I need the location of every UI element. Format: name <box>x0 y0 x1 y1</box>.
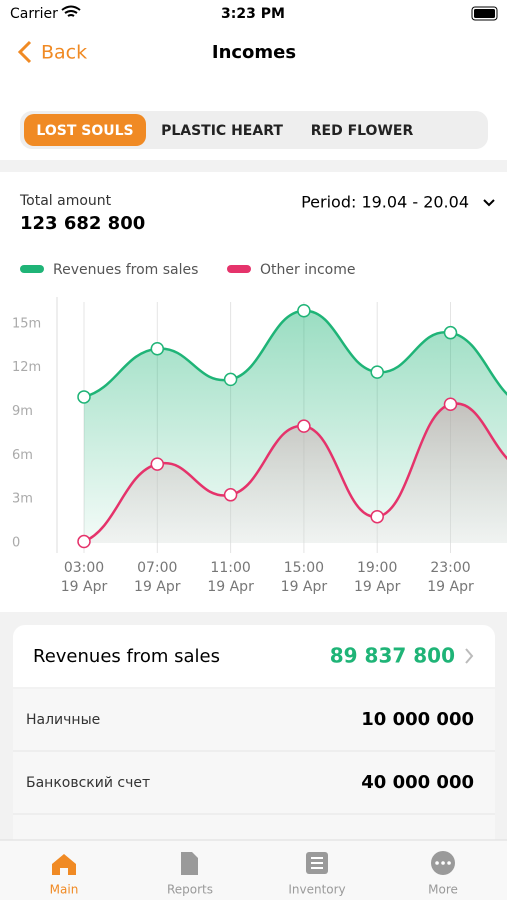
legend-label: Other income <box>260 262 355 278</box>
breakdown-title[interactable]: Revenues from sales <box>33 646 220 667</box>
y-tick-label: 15m <box>12 316 41 331</box>
tab-label[interactable]: Main <box>50 883 79 897</box>
segment-selected[interactable] <box>24 114 146 146</box>
point <box>297 419 311 433</box>
row-label: Банковский счет <box>26 775 150 791</box>
x-tick-label: 15:00 <box>284 560 324 576</box>
x-tick-date: 19 Apr <box>427 579 474 595</box>
tab-label[interactable]: Reports <box>167 883 213 897</box>
legend-label: Revenues from sales <box>53 262 198 278</box>
tab-icon[interactable] <box>52 854 76 875</box>
row-value: 10 000 000 <box>361 709 474 730</box>
x-tick-date: 19 Apr <box>134 579 181 595</box>
x-tick-date: 19 Apr <box>207 579 254 595</box>
x-tick-label: 11:00 <box>210 560 250 576</box>
segment[interactable]: RED FLOWER <box>311 123 414 139</box>
dropdown-chevron[interactable] <box>483 199 495 207</box>
y-tick-label: 12m <box>12 360 41 375</box>
x-tick-label: 03:00 <box>64 560 104 576</box>
point <box>77 534 91 549</box>
point <box>443 325 458 340</box>
disclosure[interactable] <box>465 648 474 664</box>
segment[interactable]: LOST SOULS <box>36 123 133 139</box>
legend-swatch <box>227 265 251 273</box>
period-selector[interactable]: Period: 19.04 - 20.04 <box>301 193 469 212</box>
y-tick-label: 3m <box>12 492 33 507</box>
x-tick-label: 07:00 <box>137 560 177 576</box>
row-value: 40 000 000 <box>361 772 474 793</box>
x-tick-date: 19 Apr <box>281 579 328 595</box>
tab-label[interactable]: Inventory <box>288 883 345 897</box>
clock: 3:23 PM <box>221 6 285 22</box>
total-value: 123 682 800 <box>20 213 145 234</box>
tab-label[interactable]: More <box>428 883 458 897</box>
row-label: Наличные <box>26 712 100 728</box>
x-tick-date: 19 Apr <box>61 579 108 595</box>
point <box>150 341 165 356</box>
tab-icon-lines <box>311 857 323 869</box>
wifi-icon <box>61 5 81 17</box>
x-tick-label: 23:00 <box>430 560 470 576</box>
tab-bar <box>0 840 507 900</box>
separator <box>0 160 507 172</box>
carrier: Carrier <box>10 6 58 22</box>
y-tick-label: 6m <box>12 448 33 463</box>
point <box>297 304 311 318</box>
tab-icon[interactable] <box>181 852 198 875</box>
battery-level <box>474 9 495 18</box>
chart: 0 3m 6m 9m 12m 15m 03:00 19 Apr 07:00 19 Apr 11:00… <box>12 262 507 595</box>
point <box>223 372 238 387</box>
rows-background <box>13 689 495 840</box>
back-chevron[interactable] <box>17 40 32 64</box>
back-button[interactable]: Back <box>41 42 87 64</box>
point <box>223 488 238 502</box>
point <box>370 509 384 524</box>
y-tick-label: 9m <box>12 404 33 419</box>
point <box>77 390 91 404</box>
x-tick-label: 19:00 <box>357 560 397 576</box>
area <box>84 403 507 543</box>
point <box>370 365 384 379</box>
breakdown-total[interactable]: 89 837 800 <box>330 644 455 668</box>
segment[interactable]: PLASTIC HEART <box>161 123 283 139</box>
y-tick-label: 0 <box>12 536 20 551</box>
battery <box>471 6 498 21</box>
point <box>443 397 458 411</box>
point <box>150 457 165 471</box>
nav-title: Incomes <box>212 42 296 63</box>
total-label: Total amount <box>19 193 112 209</box>
x-tick-date: 19 Apr <box>354 579 401 595</box>
legend-swatch <box>20 265 44 273</box>
